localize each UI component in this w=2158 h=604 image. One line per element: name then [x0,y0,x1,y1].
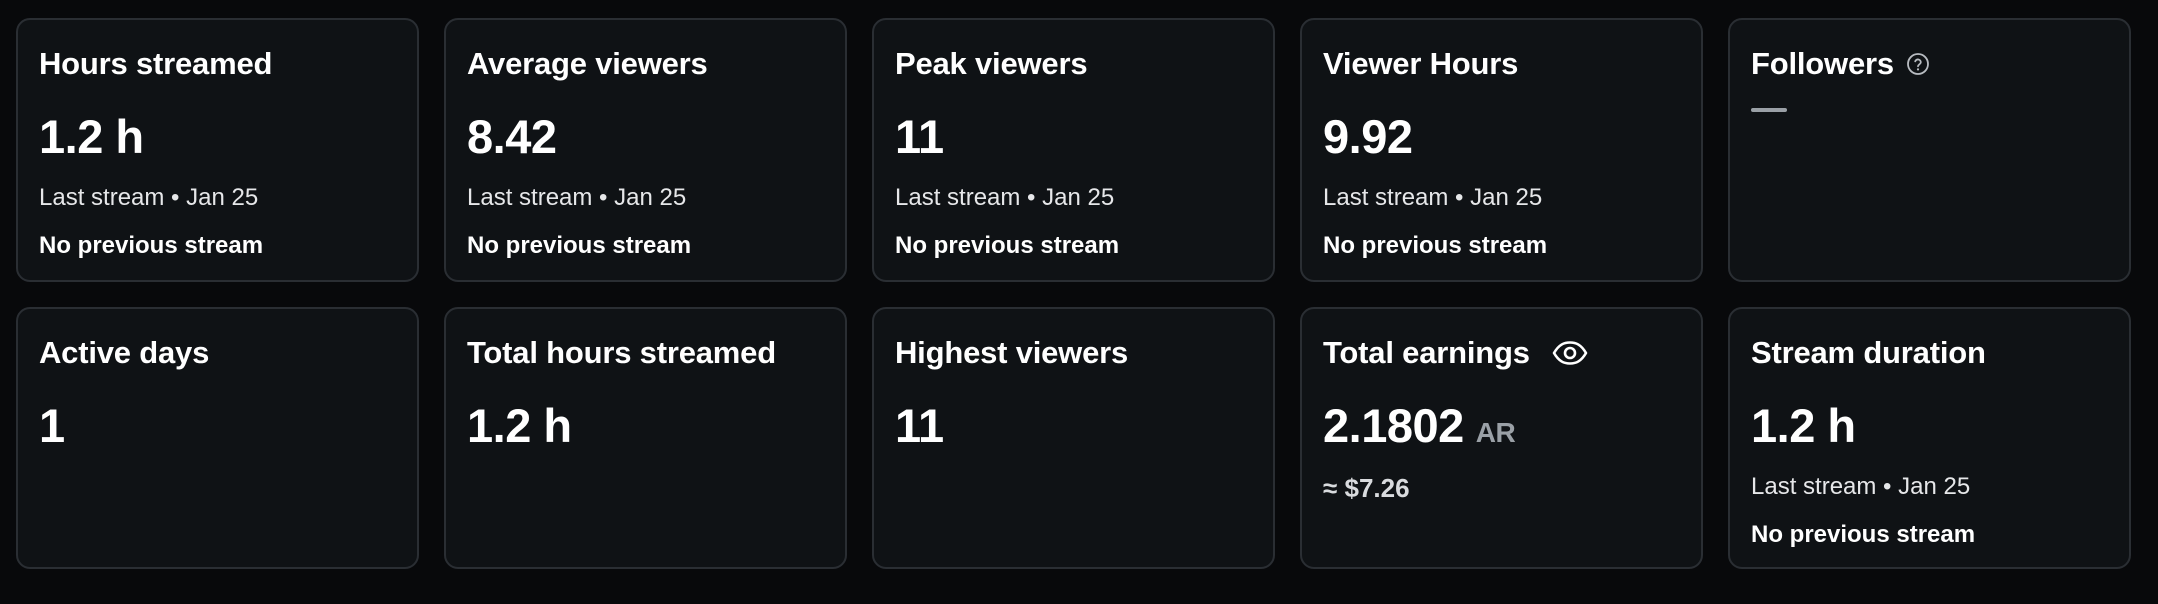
card-meta: Last stream • Jan 25 [1323,184,1543,211]
earnings-value-row: 2.1802 AR [1323,400,1681,452]
card-title: Total hours streamed [467,335,776,370]
help-circle-icon[interactable] [1906,52,1930,76]
card-value: 8.42 [467,110,557,163]
total-earnings-card: Total earnings 2.1802 AR ≈ $7.26 [1300,307,1703,569]
followers-card: Followers [1728,18,2131,282]
card-title: Stream duration [1751,335,1986,370]
card-title: Total earnings [1323,335,1530,370]
card-comparison: No previous stream [1323,232,1548,259]
hours-streamed-card: Hours streamed 1.2 h Last stream • Jan 2… [16,18,419,282]
card-title: Highest viewers [895,335,1129,370]
card-title: Peak viewers [895,46,1088,81]
viewer-hours-card: Viewer Hours 9.92 Last stream • Jan 25 N… [1300,18,1703,282]
card-value: 1.2 h [39,110,144,163]
card-value: 1.2 h [467,399,572,452]
average-viewers-card: Average viewers 8.42 Last stream • Jan 2… [444,18,847,282]
stats-grid: Hours streamed 1.2 h Last stream • Jan 2… [16,18,2131,569]
card-title: Followers [1751,46,1894,81]
card-value: 2.1802 [1323,399,1464,452]
highest-viewers-card: Highest viewers 11 [872,307,1275,569]
currency-unit: AR [1475,417,1516,448]
empty-value-dash [1751,108,1787,112]
card-title-row: Total earnings [1323,335,1681,371]
card-value: 9.92 [1323,110,1413,163]
card-title: Hours streamed [39,46,273,81]
card-comparison: No previous stream [39,232,264,259]
card-meta: Last stream • Jan 25 [467,184,687,211]
card-title: Active days [39,335,210,370]
usd-equivalent: ≈ $7.26 [1323,473,1410,503]
stream-duration-card: Stream duration 1.2 h Last stream • Jan … [1728,307,2131,569]
total-hours-streamed-card: Total hours streamed 1.2 h [444,307,847,569]
eye-icon[interactable] [1552,341,1588,365]
card-value: 11 [895,399,944,452]
card-comparison: No previous stream [467,232,692,259]
card-value: 11 [895,110,944,163]
card-title: Average viewers [467,46,708,81]
card-meta: Last stream • Jan 25 [895,184,1115,211]
card-title-row: Followers [1751,46,2109,82]
card-comparison: No previous stream [895,232,1120,259]
card-value: 1 [39,399,65,452]
card-comparison: No previous stream [1751,521,1976,548]
card-meta: Last stream • Jan 25 [1751,473,1971,500]
active-days-card: Active days 1 [16,307,419,569]
card-title: Viewer Hours [1323,46,1519,81]
card-value: 1.2 h [1751,399,1856,452]
card-meta: Last stream • Jan 25 [39,184,259,211]
peak-viewers-card: Peak viewers 11 Last stream • Jan 25 No … [872,18,1275,282]
